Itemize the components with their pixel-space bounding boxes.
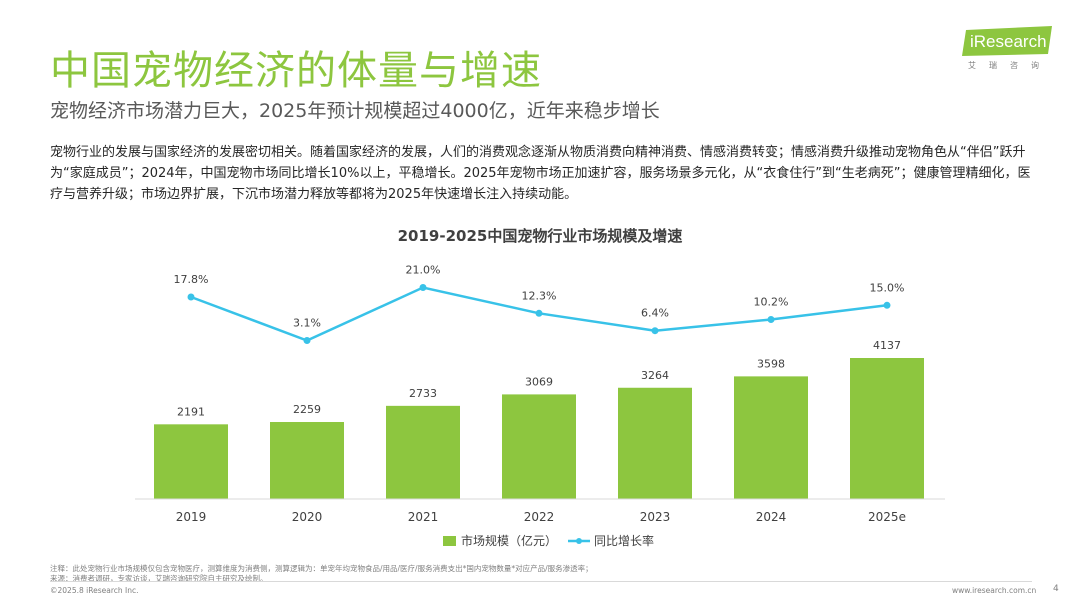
bar-value-label: 3598: [757, 357, 785, 370]
chart-title: 2019-2025中国宠物行业市场规模及增速: [398, 227, 683, 245]
growth-point-2021: [419, 284, 427, 291]
bar-value-label: 2259: [293, 403, 321, 416]
bar-2021: [386, 405, 460, 499]
page-subtitle: 宠物经济市场潜力巨大，2025年预计规模超过4000亿，近年来稳步增长: [50, 100, 660, 122]
bar-series: 2191 2259 2733 3069 3264 3598 4137: [154, 339, 924, 499]
copyright-text: ©2025.8 iResearch Inc.: [50, 586, 139, 595]
bar-2020: [270, 422, 344, 499]
growth-point-2024: [767, 316, 775, 323]
bar-2019: [154, 424, 228, 499]
growth-value-label: 12.3%: [522, 289, 557, 302]
x-axis-labels: 2019 2020 2021 2022 2023 2024 2025e: [176, 510, 906, 524]
x-tick-label: 2023: [640, 510, 671, 524]
page-title: 中国宠物经济的体量与增速: [50, 48, 542, 94]
growth-value-label: 6.4%: [641, 307, 669, 320]
iresearch-logo: iResearch 艾瑞咨询: [962, 24, 1054, 72]
growth-line-series: 17.8% 3.1% 21.0% 12.3% 6.4% 10.2% 15.0%: [174, 264, 905, 344]
x-tick-label: 2022: [524, 510, 555, 524]
growth-point-2020: [303, 337, 311, 344]
growth-value-label: 3.1%: [293, 317, 321, 330]
growth-point-2019: [187, 293, 195, 301]
x-tick-label: 2024: [756, 510, 787, 524]
footnote-source: 来源：消费者调研，专家访谈，艾瑞咨询研究院自主研究及绘制。: [50, 574, 268, 583]
legend-line-marker: [576, 538, 582, 544]
legend-line-label: 同比增长率: [594, 533, 654, 548]
logo-badge-icon: [962, 26, 1052, 56]
growth-value-label: 21.0%: [406, 264, 441, 277]
x-tick-label: 2021: [408, 510, 439, 524]
bar-2022: [502, 394, 576, 499]
bar-2025e: [850, 358, 924, 499]
growth-value-label: 10.2%: [754, 296, 789, 309]
bar-2023: [618, 387, 692, 499]
chart-legend: 市场规模（亿元） 同比增长率: [443, 533, 654, 548]
bar-value-label: 2733: [409, 387, 437, 400]
growth-point-2023: [651, 327, 659, 335]
bar-value-label: 3069: [525, 375, 553, 388]
x-tick-label: 2020: [292, 510, 323, 524]
bar-2024: [734, 376, 808, 499]
page-number: 4: [1053, 584, 1059, 594]
intro-paragraph: 宠物行业的发展与国家经济的发展密切相关。随着国家经济的发展，人们的消费观念逐渐从…: [50, 145, 1031, 202]
x-tick-label: 2025e: [868, 510, 906, 524]
legend-bar-label: 市场规模（亿元）: [461, 533, 557, 548]
logo-text: iResearch: [970, 32, 1047, 51]
growth-value-label: 15.0%: [870, 281, 905, 294]
logo-subtext: 艾瑞咨询: [968, 61, 1052, 70]
bar-value-label: 3264: [641, 369, 669, 382]
footnote-note: 注释：此处宠物行业市场规模仅包含宠物医疗，测算维度为消费侧，测算逻辑为：单宠年均…: [50, 564, 593, 573]
x-tick-label: 2019: [176, 510, 207, 524]
legend-bar-swatch: [443, 536, 456, 546]
website-link[interactable]: www.iresearch.com.cn: [952, 586, 1037, 595]
growth-value-label: 17.8%: [174, 273, 209, 286]
growth-point-2022: [535, 309, 543, 317]
bar-value-label: 4137: [873, 339, 901, 352]
growth-point-2025e: [883, 301, 891, 309]
footer-divider: [50, 581, 1032, 582]
bar-value-label: 2191: [177, 405, 205, 418]
